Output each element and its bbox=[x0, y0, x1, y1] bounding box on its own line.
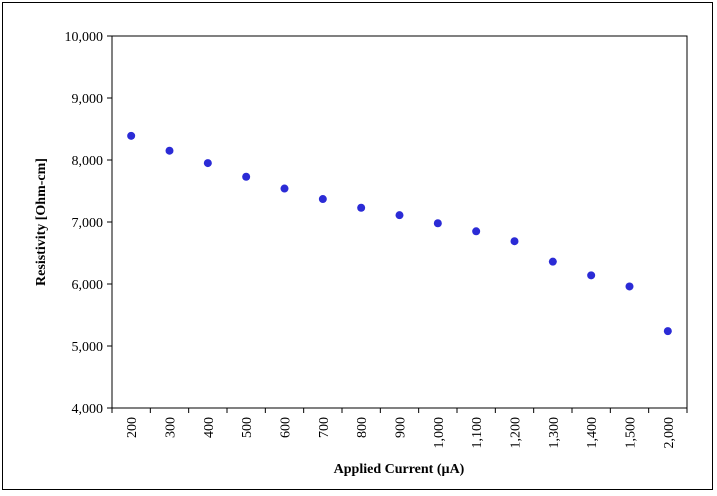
x-tick-label: 600 bbox=[279, 417, 294, 438]
data-point bbox=[203, 159, 212, 168]
x-tick-label: 1,000 bbox=[432, 417, 447, 449]
data-point bbox=[395, 211, 404, 220]
plot-area bbox=[111, 35, 688, 409]
x-tick-label: 2,000 bbox=[662, 417, 677, 449]
x-tick-label: 1,500 bbox=[624, 417, 639, 449]
y-tick-label: 8,000 bbox=[72, 154, 104, 169]
y-tick-label: 5,000 bbox=[72, 340, 104, 355]
data-point bbox=[625, 282, 634, 291]
x-tick-label: 200 bbox=[125, 417, 140, 438]
y-tick-label: 9,000 bbox=[72, 92, 104, 107]
x-tick-label: 1,400 bbox=[585, 417, 600, 449]
y-tick-label: 4,000 bbox=[72, 402, 104, 417]
x-tick-label: 300 bbox=[164, 417, 179, 438]
x-tick-label: 500 bbox=[240, 417, 255, 438]
x-tick-label: 1,100 bbox=[470, 417, 485, 449]
x-tick-label: 1,300 bbox=[547, 417, 562, 449]
y-axis: 4,000 5,000 6,000 7,000 8,000 9,000 10,000 bbox=[65, 30, 112, 417]
chart-frame: 4,000 5,000 6,000 7,000 8,000 9,000 10,000 200… bbox=[2, 2, 713, 490]
data-point bbox=[165, 146, 174, 155]
data-point bbox=[663, 327, 672, 336]
data-point bbox=[472, 227, 481, 236]
data-point bbox=[587, 271, 596, 280]
x-axis-title: Applied Current (µA) bbox=[334, 462, 465, 477]
x-tick-label: 800 bbox=[355, 417, 370, 438]
data-point bbox=[510, 237, 519, 246]
x-axis: 200 300 400 500 600 700 800 900 1,000 1,100 1,200 1… bbox=[111, 408, 688, 449]
data-series bbox=[127, 131, 672, 336]
y-axis-title: Resistivity [Ohm-cm] bbox=[34, 158, 49, 286]
x-tick-label: 400 bbox=[202, 417, 217, 438]
y-tick-label: 6,000 bbox=[72, 278, 104, 293]
data-point bbox=[242, 172, 251, 181]
data-point bbox=[318, 195, 327, 204]
x-tick-label: 700 bbox=[317, 417, 332, 438]
data-point bbox=[433, 219, 442, 228]
y-tick-label: 10,000 bbox=[65, 30, 104, 45]
data-point bbox=[357, 203, 366, 212]
x-tick-label: 1,200 bbox=[509, 417, 524, 449]
data-point bbox=[548, 257, 557, 266]
y-tick-label: 7,000 bbox=[72, 216, 104, 231]
scatter-chart: 4,000 5,000 6,000 7,000 8,000 9,000 10,000 200… bbox=[34, 30, 688, 477]
data-point bbox=[127, 131, 136, 140]
x-tick-label: 900 bbox=[394, 417, 409, 438]
data-point bbox=[280, 184, 289, 193]
